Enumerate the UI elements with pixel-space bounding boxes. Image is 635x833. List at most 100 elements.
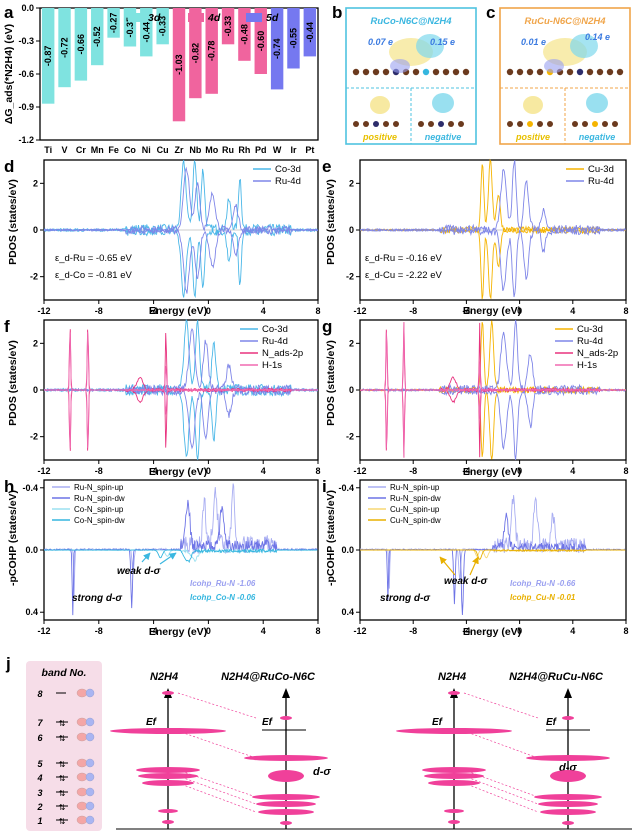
panel-i-series-3 bbox=[360, 548, 626, 560]
panel-a-xtick-label-Cr: Cr bbox=[76, 145, 86, 155]
panel-i-xtick-label: -12 bbox=[353, 626, 366, 636]
panel-h-legend-label-1: Ru-N_spin-dw bbox=[74, 494, 125, 503]
panel-c-charge-density: c RuCu-N6C@N2H4 0.01 e 0.14 e positive n… bbox=[486, 3, 631, 145]
bar-value-label-Cu: -0.33 bbox=[158, 16, 168, 37]
panel-h-legend-label-3: Co-N_spin-dw bbox=[74, 516, 125, 525]
band-orbital-lobe-a-4 bbox=[76, 772, 88, 782]
j-left-n2h4-level-5 bbox=[158, 809, 178, 813]
j-left-complex-level-0 bbox=[280, 716, 292, 720]
j-right-complex-level-3 bbox=[534, 794, 602, 800]
j-right-complex-label: N2H4@RuCu-N6C bbox=[509, 671, 604, 683]
j-left-connector-0 bbox=[177, 692, 257, 719]
panel-d-xtick-label: -12 bbox=[37, 306, 50, 316]
panel-b-box bbox=[345, 7, 477, 145]
panel-a-xtick-label-W: W bbox=[273, 145, 282, 155]
band-number-1: 1 bbox=[37, 816, 42, 826]
j-left-connector-4 bbox=[177, 782, 257, 813]
panel-b-negative-lobe bbox=[432, 93, 454, 113]
band-orbital-lobe-b-3 bbox=[85, 787, 95, 797]
j-left-n2h4-level-0 bbox=[162, 691, 174, 695]
panel-b-charge-left: 0.07 e bbox=[368, 37, 393, 47]
panel-g-series-3-down bbox=[359, 388, 626, 458]
panel-d-xtick-label: 0 bbox=[206, 306, 211, 316]
panel-i-weak-label: weak d-σ bbox=[444, 576, 488, 587]
panel-d-legend-label-0: Co-3d bbox=[275, 164, 301, 175]
panel-b-atom-row bbox=[352, 68, 470, 76]
band-electron-pair-4: ⇅ bbox=[59, 774, 66, 783]
panel-i-ylabel: -pCOHP (states/eV) bbox=[325, 490, 337, 586]
panel-h-xtick-label: 0 bbox=[206, 626, 211, 636]
panel-label-b: b bbox=[332, 3, 342, 22]
j-right-n2h4-level-3 bbox=[424, 773, 484, 779]
panel-i-legend-label-2: Cu-N_spin-up bbox=[390, 505, 440, 514]
panel-h-legend-label-2: Co-N_spin-up bbox=[74, 505, 124, 514]
band-orbital-lobe-a-7 bbox=[76, 717, 88, 727]
panel-c-charge-left: 0.01 e bbox=[521, 37, 546, 47]
panel-a-xtick-label-Zr: Zr bbox=[175, 145, 184, 155]
panel-i-icohp-ru: Icohp_Ru-N -0.66 bbox=[510, 579, 576, 588]
bar-value-label-Ti: -0.87 bbox=[43, 46, 53, 67]
panel-b-charge-right: 0.15 e bbox=[430, 37, 455, 47]
panel-d-xtick-label: -4 bbox=[150, 306, 158, 316]
panel-b-title: RuCo-N6C@N2H4 bbox=[370, 16, 452, 27]
panel-i-ytick-label: 0.4 bbox=[341, 607, 354, 617]
panel-label-f: f bbox=[4, 317, 10, 336]
panel-g-ylabel: PDOS (states/eV) bbox=[325, 340, 337, 426]
panel-i-series-2 bbox=[359, 548, 626, 559]
panel-h-xtick-label: -4 bbox=[150, 626, 158, 636]
panel-h-pcohp: h -12 -8 -4 0 4 8 -0.4 0.0 0.4 Ru-N_spin-up Ru-N_s… bbox=[4, 477, 321, 638]
bar-Ru bbox=[221, 8, 235, 45]
panel-a-xtick-label-Mn: Mn bbox=[91, 145, 104, 155]
band-orbital-lobe-a-2 bbox=[76, 801, 88, 811]
panel-h-icohp-co: Icohp_Co-N -0.06 bbox=[190, 593, 256, 602]
panel-i-legend-label-0: Ru-N_spin-up bbox=[390, 483, 440, 492]
panel-e-xtick-label: -8 bbox=[409, 306, 417, 316]
panel-b-charge-density: b RuCo-N6C@N2H4 0.07 e 0.15 e positive n… bbox=[332, 3, 477, 145]
panel-i-xtick-label: -4 bbox=[462, 626, 470, 636]
bar-Pd bbox=[254, 8, 267, 74]
panel-i-xtick-label: 4 bbox=[570, 626, 575, 636]
panel-g-legend-label-3: H-1s bbox=[577, 360, 597, 371]
panel-f-ytick-label: -2 bbox=[30, 432, 38, 442]
panel-d-ylabel: PDOS (states/eV) bbox=[7, 179, 19, 265]
bar-value-label-Ru: -0.33 bbox=[223, 16, 233, 37]
bar-value-label-Nb: -0.82 bbox=[190, 43, 200, 64]
band-orbital-lobe-a-8 bbox=[76, 688, 88, 698]
panel-c-lower-atoms bbox=[507, 121, 618, 127]
panel-c-box bbox=[499, 7, 631, 145]
panel-label-j: j bbox=[5, 654, 11, 673]
panel-a-xtick-label-Co: Co bbox=[124, 145, 136, 155]
band-orbital-lobe-a-3 bbox=[76, 787, 88, 797]
j-right-connector-4 bbox=[463, 782, 539, 813]
j-left-n2h4-level-2 bbox=[136, 767, 200, 773]
panel-i-arrow-1 bbox=[439, 556, 456, 576]
panel-b-lower-atoms bbox=[353, 121, 464, 127]
panel-h-strong-label: strong d-σ bbox=[72, 593, 122, 604]
panel-g-legend-label-2: N_ads-2p bbox=[577, 348, 618, 359]
j-left-complex-level-5 bbox=[258, 809, 314, 815]
bar-value-label-Pt: -0.44 bbox=[305, 22, 315, 43]
panel-label-e: e bbox=[322, 157, 331, 176]
j-left-fermi-1: Ef bbox=[146, 717, 158, 728]
panel-g-xtick-label: -12 bbox=[353, 466, 366, 476]
bar-value-label-Mn: -0.52 bbox=[92, 26, 102, 47]
band-orbital-lobe-a-6 bbox=[76, 732, 88, 742]
j-left-n2h4-level-4 bbox=[142, 780, 194, 786]
bar-Fe bbox=[107, 8, 120, 38]
panel-d-eps-ru: ε_d-Ru = -0.65 eV bbox=[55, 253, 133, 264]
band-electron-pair-6: ⇅ bbox=[59, 734, 66, 743]
band-electron-pair-3: ⇅ bbox=[59, 789, 66, 798]
j-right-complex-level-2 bbox=[550, 770, 586, 782]
panel-f-legend-label-3: H-1s bbox=[262, 360, 282, 371]
panel-h-xtick-label: 8 bbox=[315, 626, 320, 636]
bar-value-label-Zr: -1.03 bbox=[174, 54, 184, 75]
band-orbital-lobe-b-6 bbox=[85, 732, 95, 742]
j-left-connector-3 bbox=[177, 775, 257, 805]
panel-g-xtick-label: -4 bbox=[462, 466, 470, 476]
panel-a-ytick-label: -0.9 bbox=[18, 102, 34, 112]
band-orbital-lobe-b-7 bbox=[85, 717, 95, 727]
j-left-n2h4-level-1 bbox=[110, 728, 226, 734]
band-number-8: 8 bbox=[37, 689, 42, 699]
j-right-n2h4-level-4 bbox=[428, 780, 480, 786]
panel-label-g: g bbox=[322, 317, 332, 336]
